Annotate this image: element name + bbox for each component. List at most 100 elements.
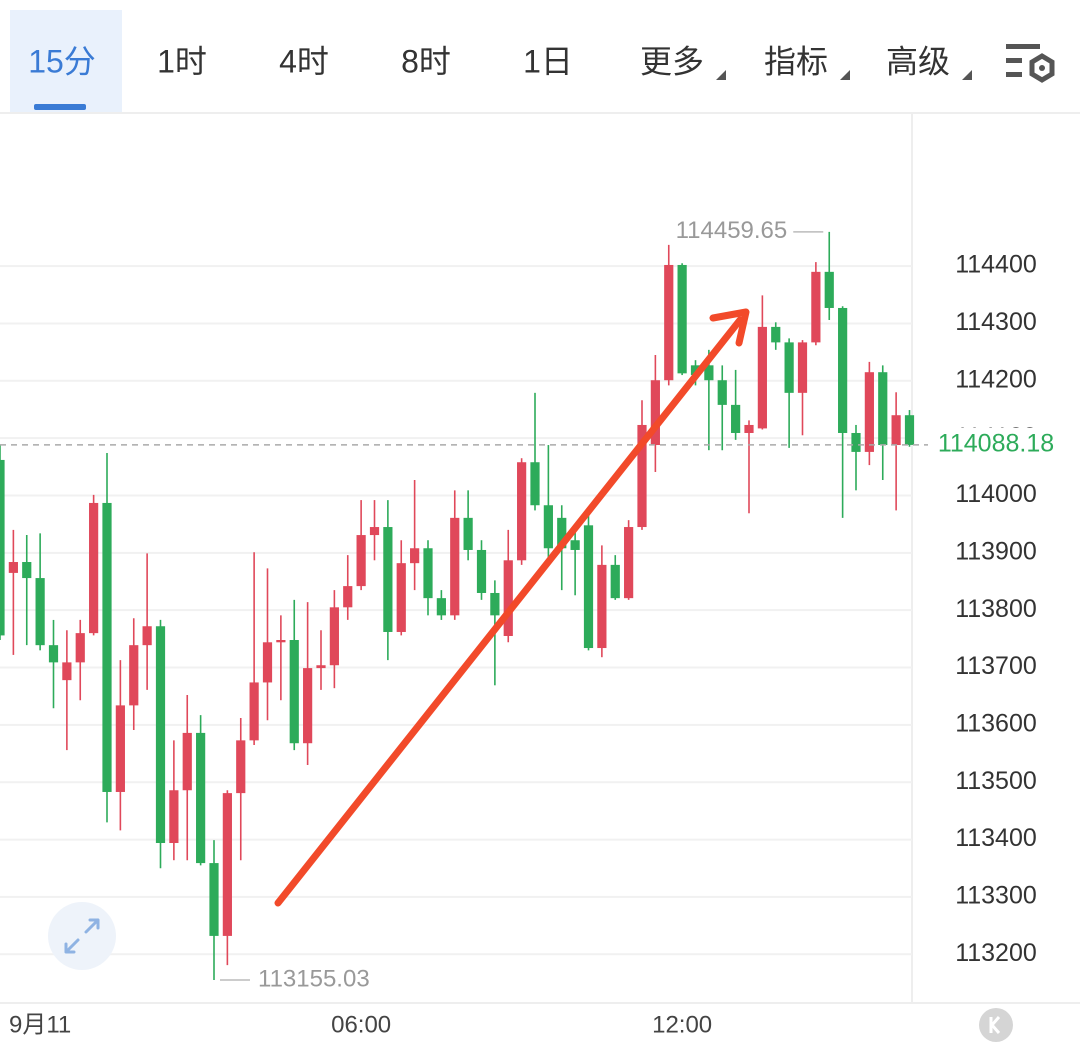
tab[interactable]: 指标 <box>764 43 828 79</box>
candle-body <box>35 578 45 646</box>
tab[interactable]: 高级 <box>886 43 950 79</box>
candle-body <box>303 668 313 744</box>
y-tick-label: 113700 <box>955 652 1037 680</box>
dropdown-caret <box>716 70 726 80</box>
candle-body <box>677 264 687 374</box>
icon-dot <box>1039 65 1045 71</box>
candle-body <box>610 564 620 599</box>
min-label: 113155.03 <box>258 965 370 992</box>
candle-body <box>624 527 634 599</box>
candle-body <box>851 432 861 452</box>
button-bg <box>979 1008 1013 1042</box>
candle-body <box>22 562 32 579</box>
x-tick-label: 9月11 <box>9 1011 71 1038</box>
candle-body <box>436 598 446 616</box>
y-tick-label: 113400 <box>955 824 1037 852</box>
kline-button[interactable] <box>979 1008 1013 1042</box>
button-bg <box>48 902 116 970</box>
last-price-label: 114088.18 <box>938 430 1054 458</box>
candle-body <box>597 564 607 649</box>
candle-body <box>904 415 915 445</box>
candle-body <box>771 326 781 343</box>
candle-body <box>343 586 353 608</box>
candle-body <box>583 525 594 649</box>
icon-bar <box>1006 44 1040 49</box>
candle-body <box>690 365 701 376</box>
arrow-shaft <box>274 316 744 907</box>
candle-body <box>222 793 232 936</box>
candle-body <box>62 662 72 681</box>
candle-body <box>824 271 834 308</box>
candle-body <box>503 560 513 636</box>
tab[interactable]: 4时 <box>279 43 329 79</box>
candle-body <box>262 642 273 683</box>
candle-body <box>731 404 741 433</box>
candle-body <box>169 790 179 844</box>
candle-body <box>396 563 406 632</box>
candle-body <box>463 517 473 550</box>
active-tab-bg <box>10 10 122 112</box>
candle-body <box>75 633 85 663</box>
candle-body <box>650 380 660 446</box>
candle-body <box>8 562 18 573</box>
candle-body <box>891 415 901 446</box>
candle-body <box>717 380 727 405</box>
icon-bar <box>1006 72 1022 77</box>
tab[interactable]: 8时 <box>401 43 451 79</box>
y-tick-label: 113500 <box>955 767 1037 795</box>
y-tick-label: 114000 <box>955 480 1037 508</box>
y-tick-label: 113800 <box>955 595 1037 623</box>
candle-body <box>543 505 553 549</box>
candle-body <box>811 271 821 343</box>
candle-body <box>797 342 808 393</box>
candle-body <box>329 607 339 666</box>
plot: 113200 113300 113400 113500 113600 113700 1138… <box>0 217 1068 1038</box>
candle-body <box>517 462 527 561</box>
tab[interactable]: 1日 <box>523 43 573 79</box>
candle-body <box>864 372 874 452</box>
candle-body <box>0 459 5 636</box>
active-tab-indicator <box>34 104 86 110</box>
y-tick-label: 114400 <box>955 251 1037 279</box>
y-tick-label: 114200 <box>955 365 1037 393</box>
candle-body <box>784 342 794 393</box>
x-tick-label: 06:00 <box>331 1011 391 1038</box>
candle-body <box>356 535 366 587</box>
tab[interactable]: 1时 <box>157 43 207 79</box>
candle-body <box>450 517 460 616</box>
y-tick-label: 113900 <box>955 537 1037 565</box>
settings-icon[interactable] <box>1006 44 1055 83</box>
candle-body <box>249 682 259 741</box>
x-tick-label: 12:00 <box>652 1011 712 1038</box>
candle-body <box>236 740 246 794</box>
candle-body <box>182 732 192 791</box>
candle-body <box>129 645 139 706</box>
icon-hex <box>1029 53 1055 83</box>
y-tick-label: 113300 <box>955 882 1037 910</box>
candle-body <box>276 640 286 643</box>
max-label: 114459.65 <box>676 217 788 244</box>
candle-body <box>476 549 487 593</box>
arrow-head <box>709 308 750 347</box>
candle-body <box>316 665 326 669</box>
candle-body <box>196 732 206 864</box>
y-tick-label: 113200 <box>955 939 1037 967</box>
expand-icon <box>64 918 100 954</box>
candle-body <box>570 540 580 550</box>
candle-body <box>838 307 848 433</box>
candle-body <box>289 640 299 744</box>
candle-body <box>369 527 380 536</box>
candle-body <box>383 527 393 632</box>
tab[interactable]: 15分 <box>28 43 96 79</box>
candle-body <box>48 645 59 663</box>
candle-body <box>209 863 219 936</box>
candle-body <box>410 548 420 564</box>
icon-bar <box>1006 58 1022 63</box>
candle-body <box>115 705 125 792</box>
k-icon <box>989 1016 1001 1034</box>
tab[interactable]: 更多 <box>640 43 704 79</box>
expand-button[interactable] <box>48 902 116 970</box>
candle-body <box>757 326 767 429</box>
